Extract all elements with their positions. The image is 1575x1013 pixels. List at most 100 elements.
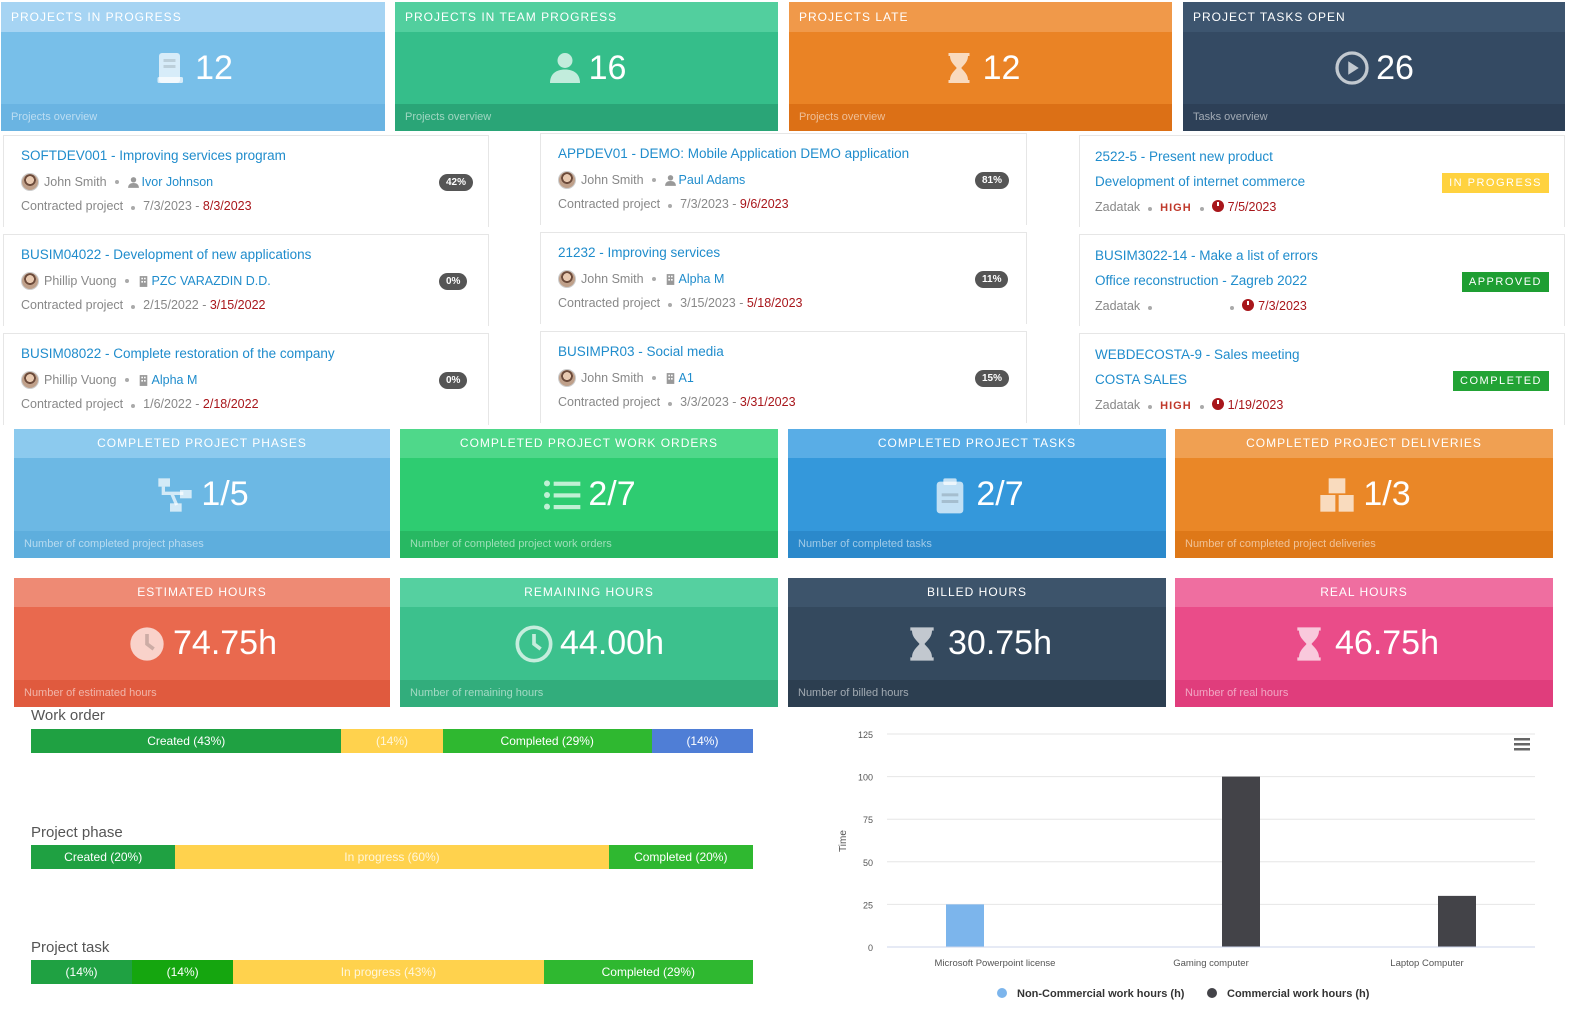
project-dates: Contracted project 3/3/2023 - 3/31/2023 bbox=[558, 395, 796, 409]
legend-item[interactable]: Commercial work hours (h) bbox=[1207, 988, 1370, 1000]
hourglass-icon bbox=[941, 50, 977, 86]
bar-commercial[interactable] bbox=[1438, 895, 1476, 947]
project-assignee-link[interactable]: A1 bbox=[678, 371, 694, 385]
tile-footer[interactable]: Number of completed project deliveries bbox=[1175, 531, 1553, 558]
task-card[interactable]: BUSIM3022-14 - Make a list of errors Offi… bbox=[1079, 234, 1565, 326]
task-project-link[interactable]: Development of internet commerce bbox=[1095, 174, 1306, 189]
avatar bbox=[558, 270, 576, 288]
hour-tiles-4[interactable]: REAL HOURS 46.75h Number of real hours bbox=[1175, 578, 1553, 707]
project-assignee-link[interactable]: Ivor Johnson bbox=[141, 175, 214, 189]
hour-tiles-1[interactable]: ESTIMATED HOURS 74.75h Number of estimated… bbox=[14, 578, 390, 707]
progress-segment[interactable]: Created (43%) bbox=[31, 729, 342, 753]
tile-body: 16 bbox=[395, 32, 778, 104]
building-icon bbox=[664, 372, 677, 385]
task-title-link[interactable]: WEBDECOSTA-9 - Sales meeting bbox=[1095, 347, 1300, 362]
project-type: Contracted project bbox=[558, 197, 661, 211]
progress-segment[interactable]: In progress (43%) bbox=[233, 960, 544, 984]
hour-tiles-3[interactable]: BILLED HOURS 30.75h Number of billed hours bbox=[788, 578, 1166, 707]
project-title-link[interactable]: BUSIM04022 - Development of new applicat… bbox=[21, 247, 312, 262]
top-tiles-4[interactable]: PROJECT TASKS OPEN 26 Tasks overview bbox=[1183, 2, 1565, 131]
chart-menu-icon[interactable] bbox=[1514, 738, 1530, 751]
project-title-link[interactable]: BUSIMPR03 - Social media bbox=[558, 344, 724, 359]
progress-segment[interactable]: Completed (29%) bbox=[543, 960, 753, 984]
tile-footer[interactable]: Number of estimated hours bbox=[14, 680, 390, 707]
top-tiles-1[interactable]: PROJECTS IN PROGRESS 12 Projects overview bbox=[1, 2, 385, 131]
project-title-link[interactable]: APPDEV01 - DEMO: Mobile Application DEMO… bbox=[558, 146, 910, 161]
task-title-link[interactable]: 2522-5 - Present new product bbox=[1095, 149, 1273, 164]
tile-footer[interactable]: Projects overview bbox=[789, 104, 1172, 131]
project-card[interactable]: BUSIM04022 - Development of new applicat… bbox=[3, 234, 489, 326]
project-card[interactable]: SOFTDEV001 - Improving services program J… bbox=[3, 135, 489, 227]
project-card[interactable]: 21232 - Improving services John Smith Alph… bbox=[540, 232, 1027, 324]
tile-footer[interactable]: Number of completed project phases bbox=[14, 531, 390, 558]
mid-tiles-4[interactable]: COMPLETED PROJECT DELIVERIES 1/3 Number of… bbox=[1175, 429, 1553, 558]
task-card[interactable]: WEBDECOSTA-9 - Sales meeting COSTA SALES Z… bbox=[1079, 333, 1565, 425]
progress-pill: 0% bbox=[439, 372, 468, 389]
separator-dot bbox=[1199, 207, 1204, 211]
progress-segment[interactable]: Completed (29%) bbox=[442, 729, 652, 753]
task-project-link[interactable]: Office reconstruction - Zagreb 2022 bbox=[1095, 273, 1308, 288]
project-card[interactable]: BUSIMPR03 - Social media John Smith A1 Cont… bbox=[540, 331, 1027, 423]
tile-value: 30.75h bbox=[948, 624, 1052, 662]
project-assignee-link[interactable]: Alpha M bbox=[151, 373, 198, 387]
mid-tiles-3[interactable]: COMPLETED PROJECT TASKS 2/7 Number of comp… bbox=[788, 429, 1166, 558]
mid-tiles-1[interactable]: COMPLETED PROJECT PHASES 1/5 Number of com… bbox=[14, 429, 390, 558]
tile-footer[interactable]: Number of remaining hours bbox=[400, 680, 778, 707]
progress-segment[interactable]: (14%) bbox=[341, 729, 443, 753]
project-assignee-link[interactable]: Paul Adams bbox=[678, 173, 746, 187]
top-tiles-3[interactable]: PROJECTS LATE 12 Projects overview bbox=[789, 2, 1172, 131]
project-card[interactable]: BUSIM08022 - Complete restoration of the… bbox=[3, 333, 489, 425]
tile-footer[interactable]: Number of completed tasks bbox=[788, 531, 1166, 558]
progress-segment[interactable]: (14%) bbox=[132, 960, 234, 984]
separator-dot bbox=[131, 305, 136, 309]
tile-body: 44.00h bbox=[400, 607, 778, 680]
progress-segment[interactable]: Created (20%) bbox=[31, 845, 176, 869]
x-tick-label: Gaming computer bbox=[1173, 958, 1249, 969]
progress-segment[interactable]: (14%) bbox=[31, 960, 133, 984]
project-card[interactable]: APPDEV01 - DEMO: Mobile Application DEMO… bbox=[540, 133, 1027, 225]
separator-dot bbox=[1230, 306, 1235, 310]
tile-footer[interactable]: Number of billed hours bbox=[788, 680, 1166, 707]
legend-item[interactable]: Non-Commercial work hours (h) bbox=[997, 988, 1185, 1000]
building-icon bbox=[664, 273, 677, 286]
tile-title: PROJECT TASKS OPEN bbox=[1183, 2, 1565, 32]
task-priority: HIGH bbox=[1160, 400, 1192, 412]
tile-footer[interactable]: Number of real hours bbox=[1175, 680, 1553, 707]
tile-value: 26 bbox=[1376, 48, 1414, 87]
project-due-date: 9/6/2023 bbox=[739, 197, 789, 211]
legend-label: Non-Commercial work hours (h) bbox=[1017, 988, 1185, 1000]
progress-segment[interactable]: (14%) bbox=[651, 729, 753, 753]
progress-segment[interactable]: Completed (20%) bbox=[608, 845, 753, 869]
task-status-badge: COMPLETED bbox=[1453, 371, 1549, 391]
tile-body: 74.75h bbox=[14, 607, 390, 680]
project-title-link[interactable]: SOFTDEV001 - Improving services program bbox=[21, 148, 286, 163]
separator-dot bbox=[124, 279, 129, 283]
tile-footer[interactable]: Number of completed project work orders bbox=[400, 531, 778, 558]
top-tiles-2[interactable]: PROJECTS IN TEAM PROGRESS 16 Projects over… bbox=[395, 2, 778, 131]
task-priority: HIGH bbox=[1160, 202, 1192, 214]
hour-tiles-2[interactable]: REMAINING HOURS 44.00h Number of remaining… bbox=[400, 578, 778, 707]
x-tick-label: Laptop Computer bbox=[1390, 958, 1463, 969]
tile-value: 2/7 bbox=[976, 475, 1024, 513]
task-card[interactable]: 2522-5 - Present new product Development … bbox=[1079, 135, 1565, 227]
project-title-link[interactable]: BUSIM08022 - Complete restoration of the… bbox=[21, 346, 335, 361]
separator-dot bbox=[131, 206, 136, 210]
tile-footer[interactable]: Projects overview bbox=[395, 104, 778, 131]
project-type: Contracted project bbox=[21, 298, 124, 312]
project-people: John Smith Paul Adams bbox=[558, 171, 745, 189]
project-title-link[interactable]: 21232 - Improving services bbox=[558, 245, 721, 260]
project-assignee-link[interactable]: PZC VARAZDIN D.D. bbox=[151, 274, 271, 288]
tile-body: 2/7 bbox=[788, 458, 1166, 531]
y-tick-label: 0 bbox=[868, 943, 873, 953]
bar-commercial[interactable] bbox=[1222, 776, 1260, 947]
tile-footer[interactable]: Projects overview bbox=[1, 104, 385, 131]
mid-tiles-2[interactable]: COMPLETED PROJECT WORK ORDERS 2/7 Number o… bbox=[400, 429, 778, 558]
task-title-link[interactable]: BUSIM3022-14 - Make a list of errors bbox=[1095, 248, 1318, 263]
progress-segment[interactable]: In progress (60%) bbox=[175, 845, 609, 869]
project-assignee-link[interactable]: Alpha M bbox=[678, 272, 725, 286]
tile-footer[interactable]: Tasks overview bbox=[1183, 104, 1565, 131]
task-project-link[interactable]: COSTA SALES bbox=[1095, 372, 1188, 387]
project-owner: John Smith bbox=[44, 175, 107, 189]
project-due-date: 3/31/2023 bbox=[739, 395, 796, 409]
bar-non-commercial[interactable] bbox=[946, 904, 984, 947]
